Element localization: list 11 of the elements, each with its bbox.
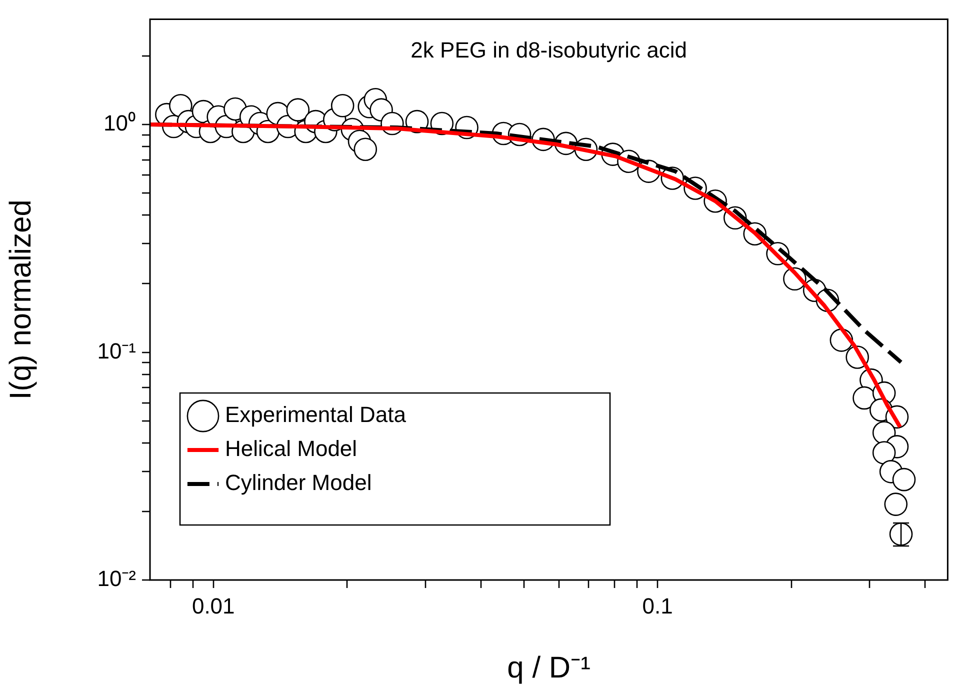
y-tick-label: 10⁻² [97, 566, 136, 592]
legend-label: Helical Model [225, 436, 358, 462]
x-tick-label: 0.01 [192, 593, 235, 618]
y-tick-label: 10⁰ [104, 110, 136, 136]
text: 2k PEG in d8-isobutyric acid [410, 37, 688, 62]
x-tick-label: 0.1 [642, 593, 673, 618]
y-axis-title: I(q) normalized [4, 200, 38, 400]
x-axis-title: q / D⁻¹ [507, 651, 591, 684]
legend-label: Experimental Data [225, 402, 407, 428]
y-tick-label: 10⁻¹ [97, 338, 136, 364]
legend-label: Cylinder Model [225, 470, 372, 496]
